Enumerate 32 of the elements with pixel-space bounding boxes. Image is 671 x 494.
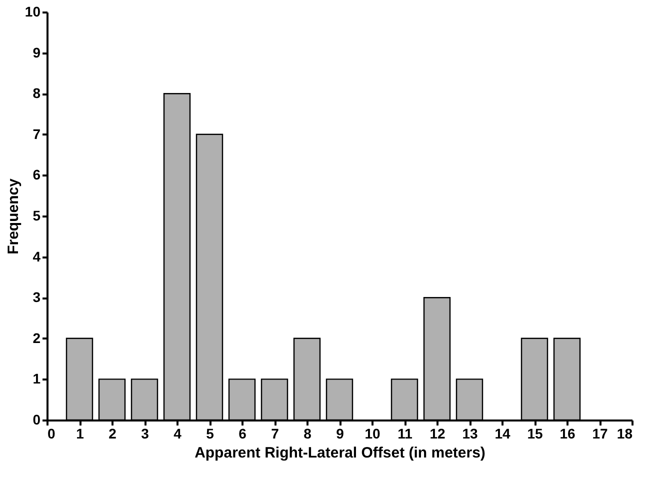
x-tick-label: 12	[430, 426, 446, 442]
x-tick-label: 16	[560, 426, 576, 442]
x-tick-label: 14	[494, 426, 510, 442]
y-tick-label: 1	[32, 370, 41, 387]
x-tick-label: 3	[141, 426, 150, 442]
y-axis-title: Frequency	[4, 178, 22, 254]
y-tick-label: 7	[32, 126, 41, 142]
x-tick-label: 17	[592, 426, 608, 442]
y-tick-label: 9	[32, 44, 41, 60]
x-tick-label: 9	[336, 426, 344, 442]
x-tick-label: 2	[108, 426, 117, 442]
x-tick-label: 11	[398, 426, 413, 442]
x-tick-label: 7	[271, 426, 280, 442]
x-tick-label: 10	[364, 426, 380, 442]
y-tick-label: 5	[32, 208, 41, 224]
x-tick-label: 5	[206, 426, 214, 442]
x-tick-label: 6	[238, 426, 247, 442]
x-tick-label: 0	[48, 426, 56, 442]
y-tick-label: 10	[24, 4, 41, 20]
x-tick-label: 15	[527, 426, 543, 442]
x-axis-title: Apparent Right-Lateral Offset (in meters)	[194, 444, 486, 462]
x-tick-label: 1	[76, 426, 84, 442]
y-tick-label: 3	[32, 289, 41, 306]
y-tick-label: 2	[32, 330, 41, 346]
x-tick-label: 8	[304, 426, 312, 442]
x-tick-label: 18	[616, 426, 633, 442]
x-tick-label: 4	[174, 426, 182, 442]
y-tick-label: 8	[32, 85, 41, 102]
y-tick-label: 4	[32, 248, 41, 264]
x-tick-label: 13	[462, 426, 478, 442]
y-tick-label: 0	[32, 412, 41, 428]
y-tick-label: 6	[32, 166, 41, 183]
